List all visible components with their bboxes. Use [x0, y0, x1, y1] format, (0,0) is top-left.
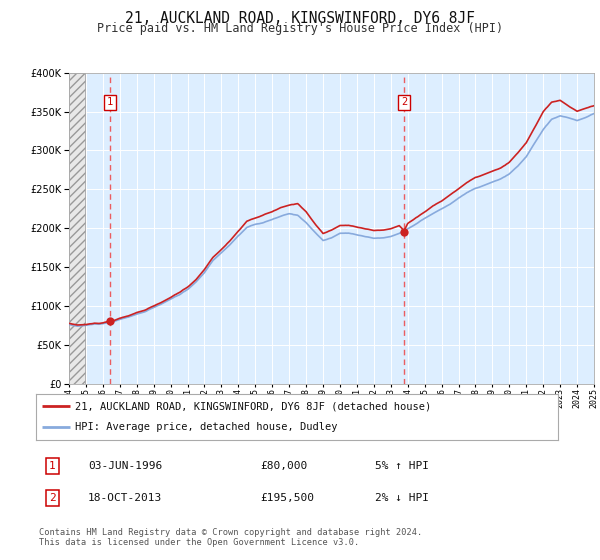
Text: Price paid vs. HM Land Registry's House Price Index (HPI): Price paid vs. HM Land Registry's House …	[97, 22, 503, 35]
Text: 1: 1	[107, 97, 113, 108]
Bar	[69, 73, 85, 384]
Text: 2: 2	[401, 97, 407, 108]
Text: 18-OCT-2013: 18-OCT-2013	[88, 493, 163, 503]
Text: 5% ↑ HPI: 5% ↑ HPI	[376, 461, 430, 472]
Text: Contains HM Land Registry data © Crown copyright and database right 2024.
This d: Contains HM Land Registry data © Crown c…	[39, 528, 422, 547]
Text: 2: 2	[49, 493, 56, 503]
Text: 21, AUCKLAND ROAD, KINGSWINFORD, DY6 8JF (detached house): 21, AUCKLAND ROAD, KINGSWINFORD, DY6 8JF…	[75, 401, 431, 411]
Text: £195,500: £195,500	[260, 493, 314, 503]
Text: £80,000: £80,000	[260, 461, 308, 472]
Text: 1: 1	[49, 461, 56, 472]
Text: 03-JUN-1996: 03-JUN-1996	[88, 461, 163, 472]
Text: 2% ↓ HPI: 2% ↓ HPI	[376, 493, 430, 503]
Text: 21, AUCKLAND ROAD, KINGSWINFORD, DY6 8JF: 21, AUCKLAND ROAD, KINGSWINFORD, DY6 8JF	[125, 11, 475, 26]
Text: HPI: Average price, detached house, Dudley: HPI: Average price, detached house, Dudl…	[75, 422, 338, 432]
